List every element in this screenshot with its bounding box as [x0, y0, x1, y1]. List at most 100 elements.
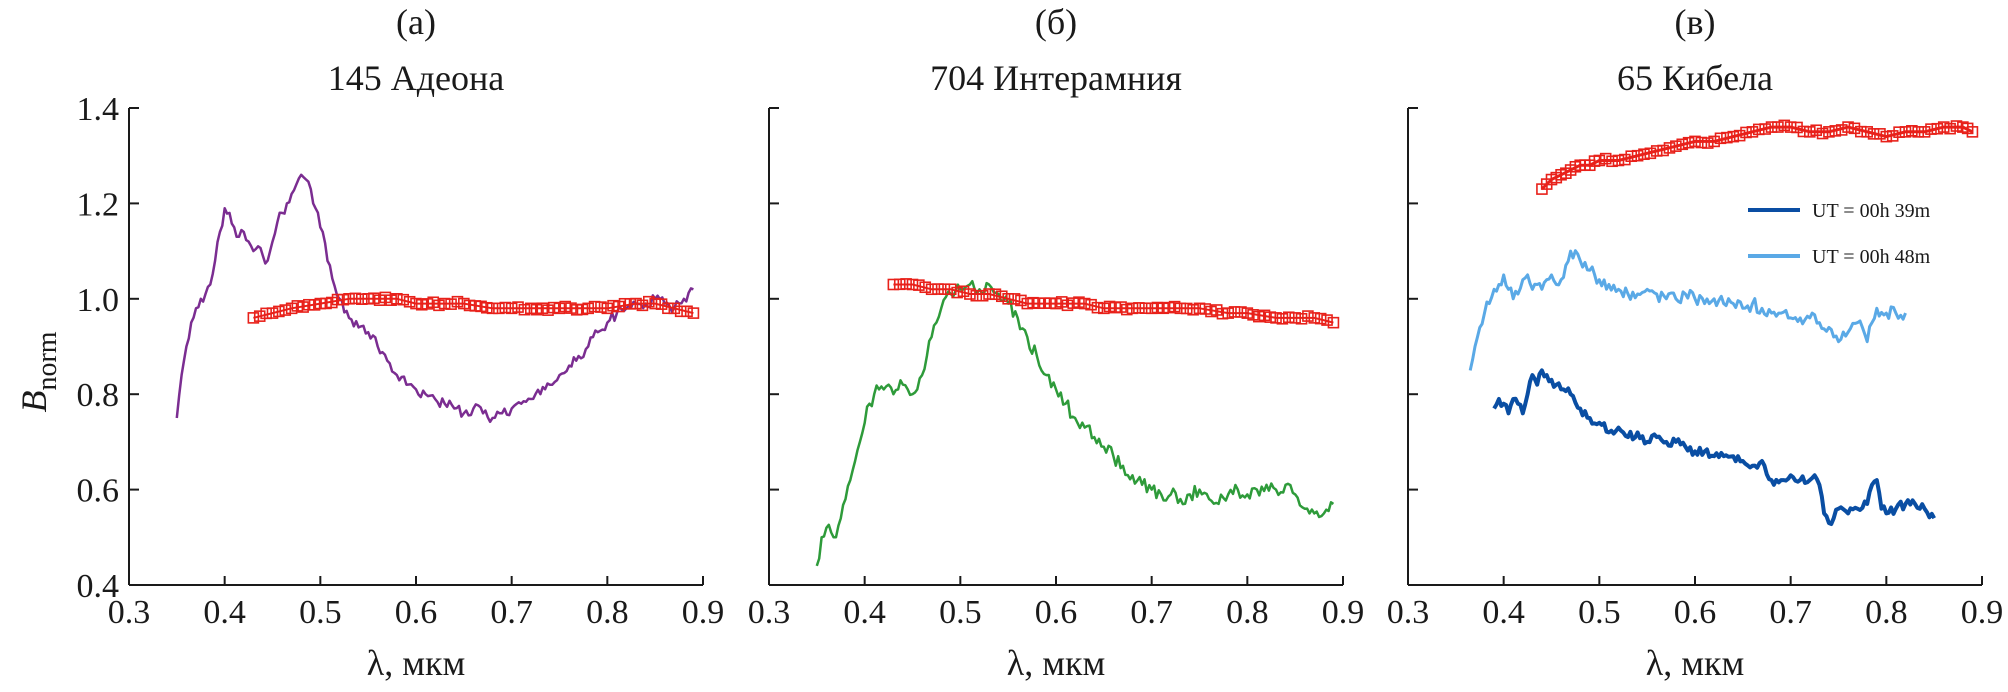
data-point-marker	[636, 299, 649, 312]
data-point-marker	[1302, 310, 1314, 322]
data-point-marker	[1270, 312, 1282, 324]
x-tick-label: 0.5	[939, 594, 982, 631]
svg-text:Bnorm: Bnorm	[14, 331, 63, 412]
data-point-marker	[1289, 312, 1301, 324]
data-point-marker	[1931, 122, 1944, 135]
series-1	[175, 173, 694, 424]
data-point-marker	[1791, 121, 1803, 134]
data-point-marker	[253, 310, 266, 322]
data-point-marker	[1593, 154, 1606, 167]
y-axis-label: Bnorm	[14, 331, 63, 412]
data-point-marker	[1180, 302, 1193, 315]
data-point-marker	[1874, 128, 1886, 140]
data-point-marker	[1740, 126, 1752, 139]
panel-letter: (а)	[396, 2, 436, 42]
y-tick-label: 0.4	[77, 568, 120, 605]
y-axis-label-main: B	[14, 391, 54, 413]
data-point-marker	[1682, 136, 1695, 149]
x-tick-label: 0.7	[490, 594, 533, 631]
y-tick-label: 1.2	[77, 186, 120, 223]
data-point-marker	[925, 283, 938, 296]
data-point-marker	[499, 301, 512, 314]
y-tick-label: 1.4	[77, 91, 120, 128]
x-tick-label: 0.9	[1961, 594, 2004, 631]
data-point-marker	[944, 283, 957, 296]
data-point-marker	[1823, 126, 1835, 138]
data-point-marker	[1893, 126, 1905, 138]
x-tick-label: 0.7	[1769, 594, 1812, 631]
data-point-marker	[355, 293, 368, 305]
data-point-marker	[1912, 126, 1925, 138]
data-point-marker	[493, 302, 505, 315]
x-tick-label: 0.5	[1578, 594, 1621, 631]
data-point-marker	[655, 298, 668, 310]
data-point-marker	[938, 283, 951, 295]
data-point-marker	[1714, 132, 1727, 145]
data-point-marker	[913, 279, 925, 291]
data-point-marker	[1619, 153, 1631, 166]
data-point-marker	[1784, 121, 1797, 133]
data-point-marker	[1944, 122, 1956, 135]
data-point-marker	[674, 305, 687, 318]
data-point-marker	[995, 290, 1008, 303]
data-point-marker	[1867, 128, 1880, 140]
data-point-marker	[518, 303, 531, 316]
data-point-marker	[1899, 126, 1912, 138]
data-point-marker	[1848, 122, 1861, 135]
data-point-marker	[445, 298, 457, 310]
data-point-marker	[989, 288, 1002, 301]
data-point-marker	[642, 295, 655, 308]
data-point-marker	[1663, 142, 1676, 154]
data-point-marker	[887, 278, 900, 291]
data-point-marker	[957, 285, 970, 298]
data-point-marker	[1733, 129, 1746, 142]
series-line	[1468, 249, 1907, 371]
data-point-marker	[906, 278, 919, 291]
data-point-marker	[403, 295, 416, 308]
data-point-marker	[1835, 124, 1848, 136]
data-point-marker	[1804, 126, 1816, 138]
data-point-marker	[1670, 140, 1682, 152]
x-tick-label: 0.4	[843, 594, 886, 631]
data-point-marker	[1855, 125, 1867, 138]
data-point-marker	[451, 295, 464, 308]
data-point-marker	[1091, 301, 1104, 314]
data-point-marker	[1235, 306, 1247, 318]
panel-letter: (б)	[1035, 2, 1077, 42]
legend-label: UT = 00h 39m	[1812, 200, 1931, 222]
data-point-marker	[279, 304, 292, 316]
series-3	[1492, 368, 1936, 526]
data-point-marker	[687, 307, 700, 319]
data-point-marker	[512, 301, 524, 313]
series-2	[247, 291, 700, 324]
data-point-marker	[630, 297, 642, 310]
series-1	[1536, 119, 1979, 195]
data-point-marker	[1816, 127, 1829, 140]
x-axis-label: λ, мкм	[1007, 643, 1106, 683]
x-tick-label: 0.3	[1387, 594, 1430, 631]
data-point-marker	[681, 305, 693, 318]
data-point-marker	[1644, 147, 1657, 160]
series-1	[815, 279, 1335, 567]
y-tick-label: 0.8	[77, 377, 120, 414]
data-point-marker	[1015, 294, 1027, 307]
data-point-marker	[1842, 121, 1854, 133]
data-point-marker	[1752, 123, 1765, 136]
data-point-marker	[1950, 120, 1963, 132]
data-point-marker	[1765, 121, 1778, 133]
data-point-marker	[1126, 302, 1139, 315]
data-point-marker	[1708, 135, 1720, 148]
series-2	[887, 278, 1340, 329]
data-point-marker	[1606, 155, 1618, 168]
data-point-marker	[932, 283, 944, 295]
data-point-marker	[1295, 312, 1308, 325]
data-point-marker	[1139, 302, 1152, 314]
data-point-marker	[595, 301, 607, 313]
x-tick-label: 0.4	[203, 594, 246, 631]
x-axis-label: λ, мкм	[1646, 643, 1745, 683]
x-tick-label: 0.9	[682, 594, 725, 631]
data-point-marker	[964, 288, 976, 300]
y-tick-label: 1.0	[77, 282, 120, 319]
data-point-marker	[970, 289, 983, 302]
